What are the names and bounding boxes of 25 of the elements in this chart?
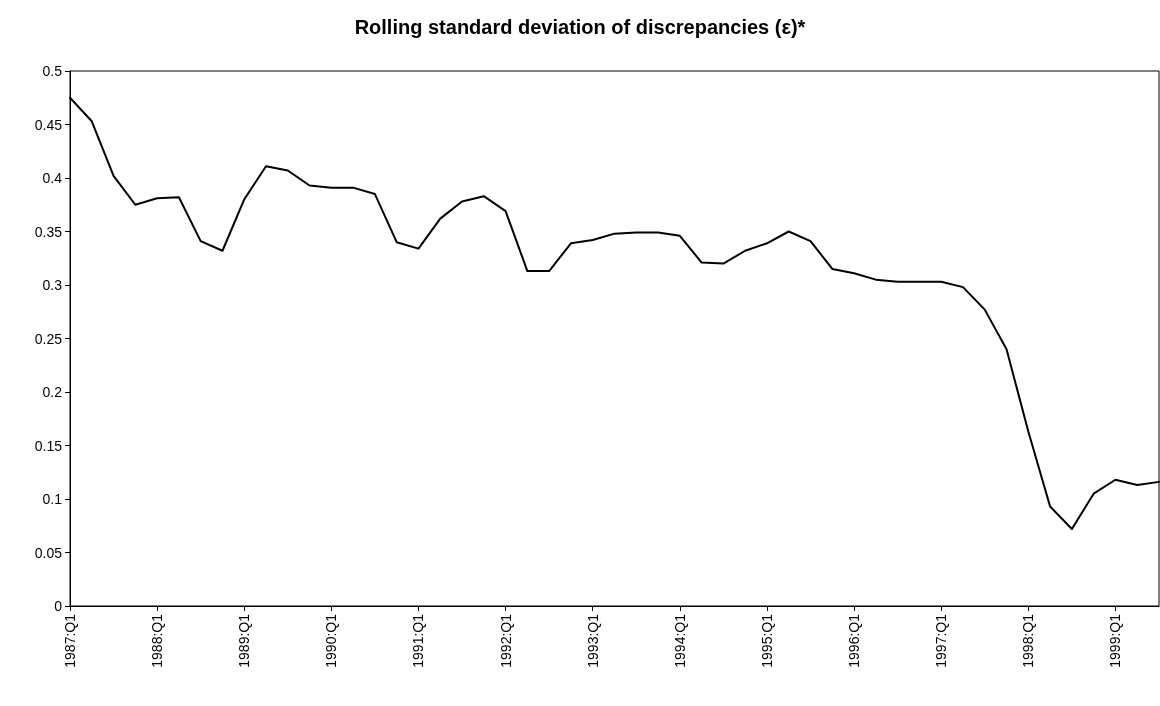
x-tick-label: 1997:Q1 <box>933 613 950 668</box>
y-tick-label: 0.2 <box>42 384 63 400</box>
x-tick-label: 1990:Q1 <box>323 613 340 668</box>
x-tick-label: 1995:Q1 <box>758 613 775 668</box>
x-tick-label: 1987:Q1 <box>62 613 78 668</box>
y-tick-label: 0.5 <box>42 63 63 79</box>
y-tick-label: 0.15 <box>34 437 63 454</box>
chart-title: Rolling standard deviation of discrepancies (ε)* <box>354 16 806 38</box>
x-tick-label: 1994:Q1 <box>671 613 688 668</box>
x-tick-label: 1988:Q1 <box>149 613 166 668</box>
y-tick-label: 0.4 <box>42 170 63 186</box>
y-tick-label: 0.05 <box>34 544 63 561</box>
x-tick-label: 1989:Q1 <box>236 613 253 668</box>
x-tick-label: 1992:Q1 <box>497 613 514 668</box>
y-tick-label: 0.25 <box>34 330 63 347</box>
y-tick-label: 0.1 <box>42 491 63 507</box>
y-tick-label: 0.35 <box>34 223 63 240</box>
x-tick-label: 1998:Q1 <box>1020 613 1037 668</box>
x-tick-label: 1993:Q1 <box>584 613 601 668</box>
x-tick-label: 1991:Q1 <box>410 613 427 668</box>
y-tick-label: 0.45 <box>34 116 63 133</box>
y-tick-label: 0 <box>54 598 63 614</box>
y-tick-label: 0.3 <box>42 277 63 293</box>
x-tick-label: 1996:Q1 <box>846 613 863 668</box>
x-tick-label: 1999:Q1 <box>1107 613 1124 668</box>
